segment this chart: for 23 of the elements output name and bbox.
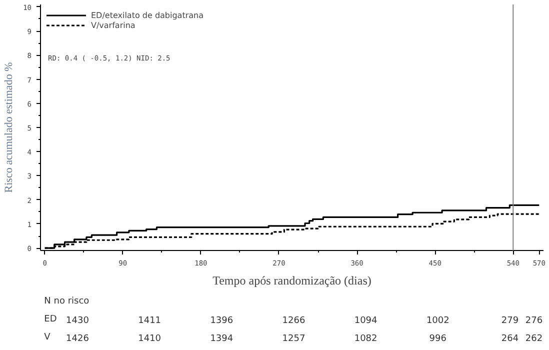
text: N no risco [44, 296, 90, 306]
x-axis-title: Tempo após randomização (dias) [212, 274, 372, 288]
text: 1394 [210, 334, 234, 344]
text: 1094 [354, 316, 378, 326]
text: 1082 [354, 334, 378, 344]
text: ED [44, 314, 57, 324]
text: 262 [525, 334, 543, 344]
text: 279 [501, 316, 519, 326]
text: V [44, 332, 52, 343]
text: 1257 [282, 334, 306, 344]
legend-label: ED/etexilato de dabigatrana [91, 10, 204, 20]
text: 1396 [210, 316, 234, 326]
text: 1002 [426, 316, 450, 326]
y-axis-title: Risco acumulado estimado % [3, 62, 16, 193]
text: 1411 [138, 316, 162, 326]
text: 264 [501, 334, 519, 344]
text: 276 [525, 316, 543, 326]
text: 996 [429, 334, 447, 344]
text: 1426 [66, 334, 90, 344]
text: 1430 [66, 316, 90, 326]
text: 1410 [138, 334, 162, 344]
legend-label: V/varfarina [91, 20, 136, 30]
text: 1266 [282, 316, 306, 326]
